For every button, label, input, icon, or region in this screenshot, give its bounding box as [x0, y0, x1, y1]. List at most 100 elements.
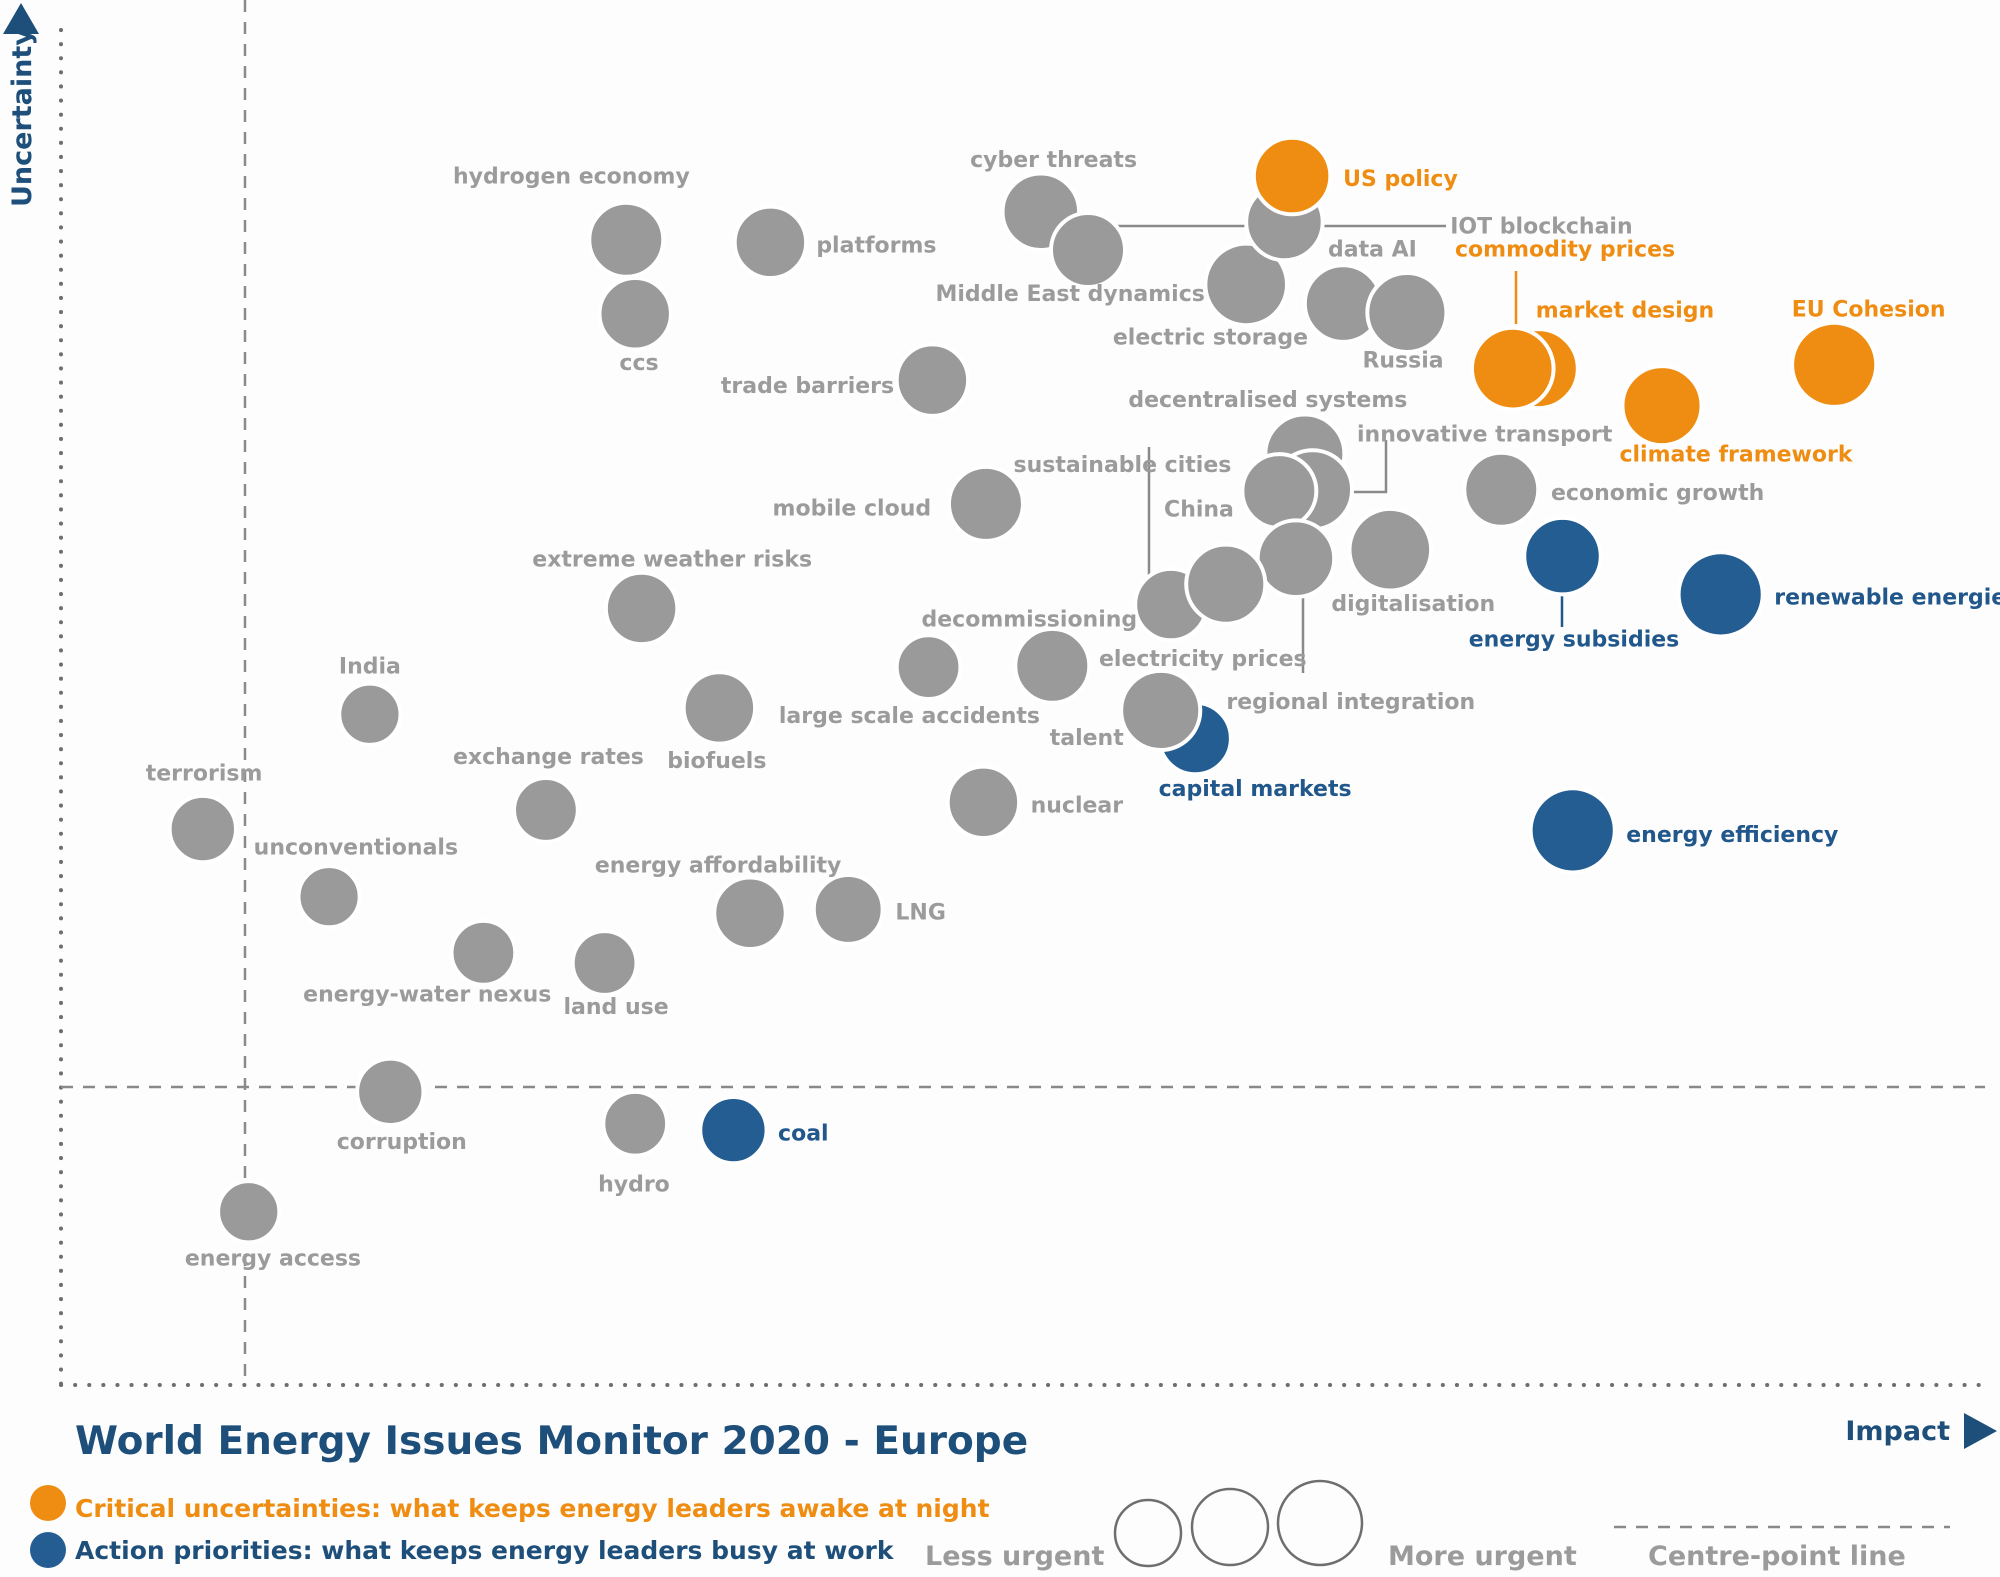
bubble-hydro	[601, 1089, 670, 1158]
bubble-mobile-cloud	[946, 464, 1025, 543]
label-energy-water-nexus: energy-water nexus	[303, 982, 551, 1007]
bubble-electric-storage	[1203, 241, 1289, 328]
bubble-russia	[1365, 270, 1449, 355]
bubble-exchange-rates	[512, 776, 580, 844]
label-russia: Russia	[1362, 348, 1443, 373]
label-regional-integration: regional integration	[1226, 690, 1475, 715]
label-innovative-transport: innovative transport	[1357, 422, 1613, 447]
label-nuclear: nuclear	[1031, 794, 1124, 819]
label-decommissioning: decommissioning	[922, 607, 1138, 632]
bubble-land-use	[570, 929, 639, 997]
legend-critical-label: Critical uncertainties: what keeps energ…	[75, 1494, 990, 1523]
label-us-policy: US policy	[1343, 167, 1458, 192]
label-china: China	[1164, 498, 1234, 523]
bubble-labels: hydrogen economy ccs platforms cyber threat…	[146, 148, 2000, 1271]
label-electricity-prices: electricity prices	[1099, 647, 1307, 672]
bubble-nuclear	[945, 764, 1022, 841]
bubble-terrorism	[167, 793, 238, 865]
label-electric-storage: electric storage	[1113, 325, 1308, 350]
legend-size-small	[1113, 1498, 1183, 1568]
bubble-economic-growth	[1462, 450, 1541, 529]
label-india: India	[339, 654, 401, 679]
label-terrorism: terrorism	[146, 762, 263, 787]
label-cyber-threats: cyber threats	[970, 148, 1137, 173]
label-biofuels: biofuels	[667, 749, 766, 774]
label-unconventionals: unconventionals	[254, 836, 458, 861]
label-land-use: land use	[564, 995, 669, 1020]
legend-more-urgent: More urgent	[1388, 1541, 1577, 1572]
label-trade-barriers: trade barriers	[721, 374, 894, 399]
legend-priorities-label: Action priorities: what keeps energy lea…	[75, 1536, 895, 1565]
label-platforms: platforms	[816, 234, 936, 259]
label-digitalisation: digitalisation	[1331, 592, 1495, 617]
bubble-lng	[811, 873, 885, 946]
legend: Critical uncertainties: what keeps energ…	[30, 1479, 1950, 1572]
label-eu-cohesion: EU Cohesion	[1792, 297, 1946, 322]
label-talent: talent	[1050, 726, 1124, 751]
bubble-middle-east-dynamics	[1049, 211, 1128, 289]
label-hydrogen-economy: hydrogen economy	[453, 165, 690, 190]
label-energy-subsidies: energy subsidies	[1469, 628, 1680, 653]
label-capital-markets: capital markets	[1159, 777, 1352, 802]
bubble-energy-water-nexus	[449, 918, 518, 987]
bubble-large-scale-accidents	[894, 633, 963, 701]
bubble-energy-subsidies	[1522, 515, 1603, 597]
bubble-corruption	[355, 1056, 426, 1128]
bubble-platforms	[732, 204, 809, 281]
label-economic-growth: economic growth	[1551, 481, 1764, 506]
bubble-coal	[698, 1094, 769, 1166]
label-decentralised-systems: decentralised systems	[1128, 388, 1407, 413]
bubble-decommissioning	[1013, 626, 1092, 705]
bubble-regional-integration	[1255, 518, 1337, 599]
bubble-trade-barriers	[894, 342, 971, 418]
label-climate-framework: climate framework	[1619, 443, 1853, 468]
bubble-hydrogen-economy	[587, 200, 666, 279]
bubble-renewable-energies	[1676, 550, 1765, 639]
legend-blue-swatch	[30, 1532, 66, 1568]
label-hydro: hydro	[598, 1172, 670, 1197]
bubble-extreme-weather-risks	[603, 570, 680, 647]
label-extreme-weather-risks: extreme weather risks	[532, 547, 812, 572]
bubble-india	[337, 681, 403, 747]
label-energy-efficiency: energy efficiency	[1626, 823, 1838, 848]
bubble-talent	[1119, 668, 1203, 752]
bubble-energy-efficiency	[1528, 786, 1617, 875]
label-exchange-rates: exchange rates	[453, 745, 644, 770]
bubble-eu-cohesion	[1790, 320, 1879, 409]
bubble-unconventionals	[296, 864, 362, 930]
bubble-biofuels	[681, 670, 758, 746]
x-axis-title: Impact	[1845, 1416, 1950, 1447]
bubble-electricity-prices	[1184, 542, 1268, 626]
bubble-china	[1240, 452, 1319, 531]
label-commodity-prices: commodity prices	[1455, 237, 1675, 262]
label-middle-east-dynamics: Middle East dynamics	[935, 282, 1204, 307]
bubble-us-policy	[1251, 135, 1333, 217]
legend-orange-swatch	[30, 1485, 66, 1521]
label-coal: coal	[778, 1121, 829, 1146]
legend-size-medium	[1190, 1487, 1270, 1567]
bubble-market-design	[1469, 325, 1556, 412]
label-renewable-energies: renewable energies	[1774, 586, 2000, 611]
bubbles	[167, 135, 1879, 1245]
y-axis-arrow-icon	[3, 3, 39, 34]
label-lng: LNG	[895, 901, 946, 926]
bubble-digitalisation	[1347, 506, 1434, 593]
label-corruption: corruption	[337, 1130, 467, 1155]
legend-centre-line-label: Centre-point line	[1648, 1541, 1906, 1572]
label-data-ai: data AI	[1328, 237, 1417, 262]
bubble-energy-access	[216, 1179, 282, 1245]
label-iot-blockchain: IOT blockchain	[1450, 214, 1632, 239]
bubble-energy-affordability	[712, 875, 788, 951]
label-sustainable-cities: sustainable cities	[1014, 453, 1232, 478]
label-large-scale-accidents: large scale accidents	[779, 704, 1040, 729]
legend-less-urgent: Less urgent	[925, 1541, 1104, 1572]
legend-size-large	[1276, 1479, 1364, 1567]
bubble-climate-framework	[1620, 364, 1704, 448]
label-energy-affordability: energy affordability	[595, 853, 842, 878]
label-energy-access: energy access	[185, 1246, 361, 1271]
bubble-ccs	[597, 276, 673, 352]
chart-title: World Energy Issues Monitor 2020 - Europ…	[75, 1419, 1028, 1464]
y-axis-title: Uncertainty	[7, 28, 38, 207]
label-ccs: ccs	[619, 351, 658, 376]
